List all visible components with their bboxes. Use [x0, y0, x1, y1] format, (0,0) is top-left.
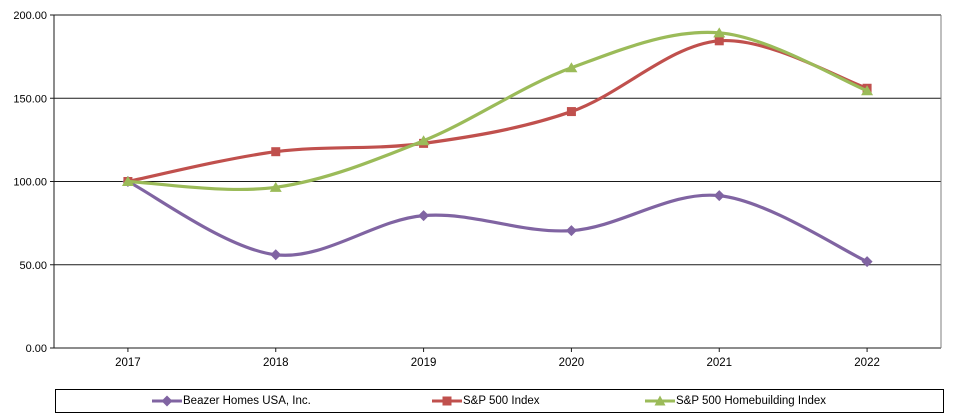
legend: Beazer Homes USA, Inc. S&P 500 Index S&P… — [55, 389, 944, 413]
legend-label-sp500: S&P 500 Index — [463, 395, 540, 407]
series-marker-2 — [417, 135, 430, 146]
square-marker-icon — [432, 396, 462, 406]
series-line-1 — [126, 39, 869, 184]
series-marker-0 — [418, 210, 430, 222]
legend-entry-homebuilding: S&P 500 Homebuilding Index — [645, 390, 826, 412]
legend-entry-sp500: S&P 500 Index — [432, 390, 540, 412]
series-marker-0 — [565, 225, 577, 237]
triangle-marker-icon — [645, 395, 675, 406]
series-marker-2 — [565, 62, 578, 73]
x-axis-label: 2017 — [115, 357, 141, 369]
series-marker-1 — [714, 36, 724, 46]
series-line-0 — [126, 179, 869, 264]
y-axis-label: 200.00 — [13, 10, 47, 22]
y-axis-label: 50.00 — [19, 260, 47, 272]
x-axis-label: 2021 — [706, 357, 732, 369]
y-axis-label: 0.00 — [26, 343, 47, 355]
y-axis-label: 150.00 — [13, 93, 47, 105]
series-marker-2 — [269, 181, 282, 192]
x-axis-label: 2022 — [854, 357, 880, 369]
series-marker-2 — [713, 27, 726, 38]
series-marker-0 — [270, 249, 282, 261]
legend-label-beazer: Beazer Homes USA, Inc. — [183, 395, 311, 407]
series-marker-1 — [271, 147, 281, 157]
x-axis-label: 2019 — [411, 357, 437, 369]
series-marker-2 — [121, 176, 134, 186]
x-axis-label: 2018 — [263, 357, 289, 369]
diamond-marker-icon — [152, 395, 182, 407]
series-marker-0 — [861, 256, 873, 268]
legend-entry-beazer: Beazer Homes USA, Inc. — [152, 390, 311, 412]
series-marker-2 — [861, 85, 874, 96]
series-marker-0 — [713, 190, 725, 202]
legend-label-homebuilding: S&P 500 Homebuilding Index — [676, 395, 827, 407]
y-axis-label: 100.00 — [13, 177, 47, 189]
series-marker-1 — [566, 107, 576, 117]
series-line-2 — [126, 30, 869, 192]
x-axis-label: 2020 — [559, 357, 585, 369]
